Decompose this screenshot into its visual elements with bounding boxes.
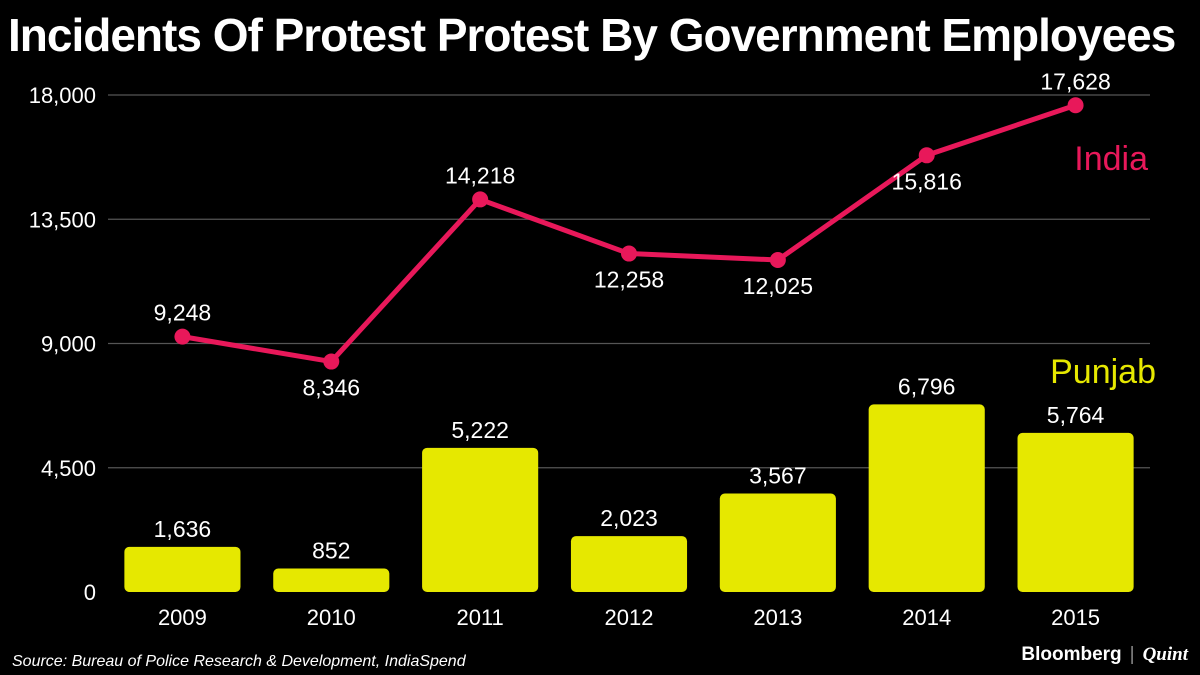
y-tick-label: 18,000	[29, 83, 96, 108]
bar-label-2009: 1,636	[154, 516, 212, 542]
bar-punjab-2010	[273, 568, 390, 592]
brand-logo: Bloomberg | Quint	[1021, 644, 1188, 666]
india-series-line	[182, 102, 1077, 365]
x-tick-label: 2015	[1051, 605, 1100, 630]
bar-label-2012: 2,023	[600, 505, 658, 531]
bar-punjab-2009	[124, 546, 241, 592]
india-label-2014: 15,816	[892, 168, 962, 194]
x-tick-label: 2009	[158, 605, 207, 630]
india-point-2009	[174, 328, 191, 345]
punjab-bars	[124, 404, 1134, 592]
india-point-2011	[472, 191, 489, 208]
bar-punjab-2015	[1017, 432, 1134, 592]
x-tick-label: 2013	[753, 605, 802, 630]
y-axis-ticks: 0 4,500 9,000 13,500 18,000	[29, 83, 96, 605]
x-axis-ticks: 2009 2010 2011 2012 2013 2014 2015	[158, 605, 1100, 630]
x-tick-label: 2014	[902, 605, 951, 630]
india-point-2013	[769, 251, 786, 268]
source-note: Source: Bureau of Police Research & Deve…	[12, 653, 466, 670]
x-tick-label: 2012	[605, 605, 654, 630]
india-line	[174, 97, 1084, 370]
bar-label-2011: 5,222	[451, 417, 509, 443]
brand-primary: Bloomberg	[1021, 644, 1122, 665]
bar-punjab-2011	[422, 447, 539, 592]
bar-punjab-2012	[570, 536, 688, 592]
legend-india: India	[1074, 140, 1148, 178]
x-tick-label: 2010	[307, 605, 356, 630]
india-label-2009: 9,248	[154, 300, 212, 326]
punjab-bar-labels: 1,636 852 5,222 2,023 3,567 6,796 5,764	[154, 373, 1105, 563]
y-tick-label: 4,500	[41, 456, 96, 481]
y-tick-label: 9,000	[41, 332, 96, 357]
bar-label-2013: 3,567	[749, 463, 807, 489]
y-tick-label: 0	[84, 580, 96, 605]
india-point-2015	[1067, 97, 1084, 114]
india-point-2014	[918, 147, 935, 164]
chart-title: Incidents Of Protest Protest By Governme…	[8, 9, 1176, 61]
india-label-2013: 12,025	[743, 273, 813, 299]
brand-separator: |	[1129, 644, 1135, 665]
india-label-2010: 8,346	[303, 375, 361, 401]
bar-punjab-2014	[868, 404, 985, 592]
brand-secondary: Quint	[1142, 644, 1188, 665]
india-label-2011: 14,218	[445, 162, 515, 188]
india-point-2012	[621, 245, 637, 262]
bar-label-2014: 6,796	[898, 373, 956, 399]
series-labels: India Punjab	[1050, 140, 1156, 391]
bar-punjab-2013	[719, 493, 836, 592]
bar-label-2015: 5,764	[1047, 402, 1105, 428]
india-label-2015: 17,628	[1040, 68, 1110, 94]
bar-label-2010: 852	[312, 537, 350, 563]
india-point-labels: 9,248 8,346 14,218 12,258 12,025 15,816 17,628	[154, 68, 1111, 400]
india-label-2012: 12,258	[594, 267, 664, 293]
legend-punjab: Punjab	[1050, 353, 1156, 391]
y-tick-label: 13,500	[29, 207, 96, 232]
x-tick-label: 2011	[456, 605, 503, 630]
india-point-2010	[323, 353, 340, 370]
